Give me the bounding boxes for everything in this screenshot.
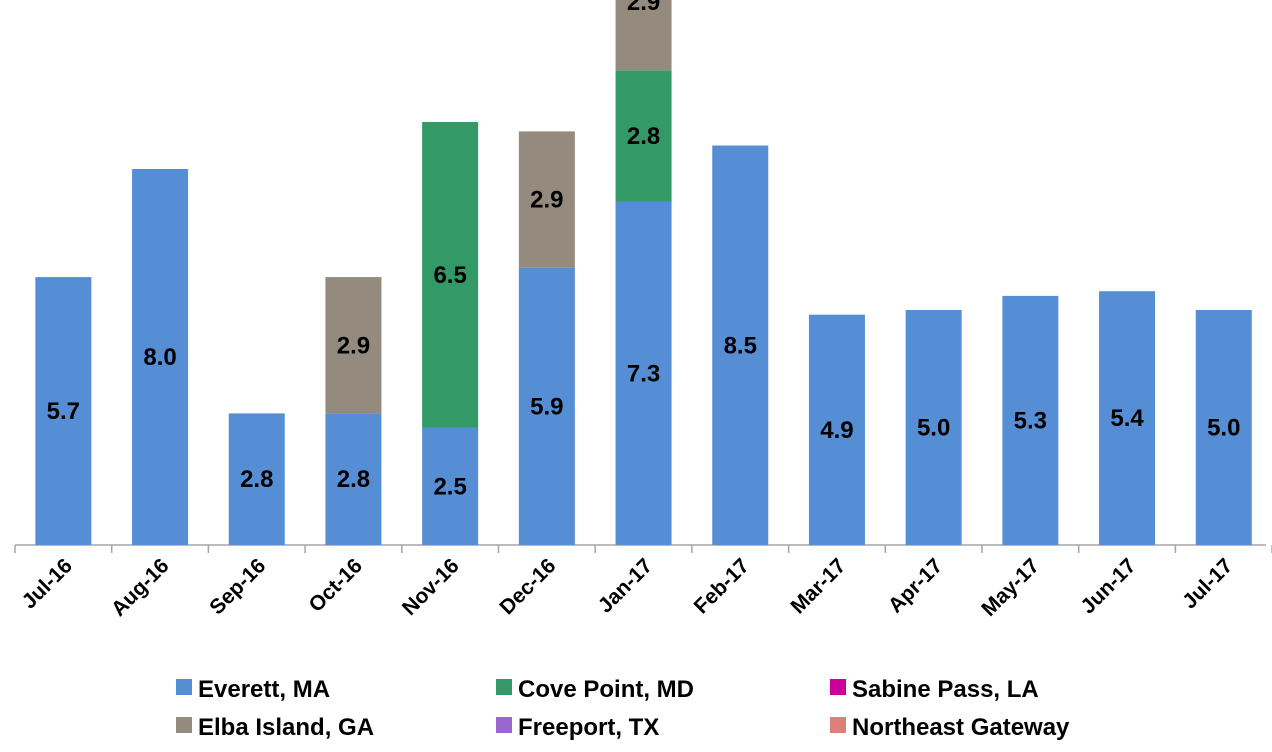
data-label-everett-ma-feb-17: 8.5 (724, 332, 757, 359)
bar-elba-island-ga-oct-16 (325, 277, 382, 414)
data-label-everett-ma-dec-16: 5.9 (530, 393, 563, 420)
legend-swatch-elba-island-ga (176, 717, 192, 733)
x-tick-label-jul-16: Jul-16 (18, 554, 77, 613)
x-tick-label-oct-16: Oct-16 (305, 554, 367, 616)
bar-everett-ma-feb-17 (712, 145, 769, 545)
legend-swatch-everett-ma (176, 679, 192, 695)
x-tick-label-apr-17: Apr-17 (884, 554, 947, 617)
data-label-everett-ma-nov-16: 2.5 (433, 473, 466, 500)
bar-everett-ma-apr-17 (905, 310, 962, 545)
data-label-everett-ma-may-17: 5.3 (1014, 407, 1047, 434)
bar-elba-island-ga-dec-16 (518, 131, 575, 268)
x-tick-label-sep-16: Sep-16 (205, 554, 270, 619)
x-tick-labels-group: Jul-16 Aug-16 Sep-16 Oct-16 Nov-16 Dec-16 Jan-… (18, 554, 1238, 621)
bar-everett-ma-nov-16 (422, 427, 479, 545)
bar-everett-ma-dec-16 (518, 267, 575, 545)
legend-label-elba-island-ga: Elba Island, GA (198, 714, 374, 741)
data-label-everett-ma-aug-16: 8.0 (143, 344, 176, 371)
legend-item-northeast-gateway: Northeast Gateway (830, 714, 1070, 741)
legend-label-everett-ma: Everett, MA (198, 676, 330, 703)
legend-swatch-sabine-pass-la (830, 679, 846, 695)
x-tick-label-nov-16: Nov-16 (398, 554, 464, 620)
legend: Everett, MA Cove Point, MD Sabine Pass, LA… (176, 676, 1070, 741)
x-tick-label-dec-16: Dec-16 (495, 554, 560, 619)
legend-label-sabine-pass-la: Sabine Pass, LA (852, 676, 1039, 703)
legend-item-cove-point-md: Cove Point, MD (496, 676, 694, 703)
data-label-everett-ma-jul-16: 5.7 (47, 398, 80, 425)
data-label-cove-point-md-jan-17: 2.8 (627, 123, 660, 150)
bar-everett-ma-jul-16 (35, 277, 92, 545)
data-label-elba-island-ga-oct-16: 2.9 (337, 332, 370, 359)
data-label-everett-ma-apr-17: 5.0 (917, 415, 950, 442)
bars-group (35, 0, 1252, 545)
bar-everett-ma-aug-16 (132, 169, 189, 545)
legend-swatch-northeast-gateway (830, 717, 846, 733)
bar-cove-point-md-jan-17 (615, 70, 672, 202)
legend-swatch-cove-point-md (496, 679, 512, 695)
bar-elba-island-ga-jan-17 (615, 0, 672, 71)
legend-label-cove-point-md: Cove Point, MD (518, 676, 694, 703)
data-labels-group: 5.7 8.0 2.8 2.8 2.9 2.5 6.5 5.9 2.9 7.3 2.8 2.9 8.5 4… (47, 0, 1241, 500)
legend-item-freeport-tx: Freeport, TX (496, 714, 659, 741)
data-label-everett-ma-sep-16: 2.8 (240, 466, 273, 493)
x-tick-label-may-17: May-17 (977, 554, 1044, 621)
bar-everett-ma-jul-17 (1195, 310, 1252, 545)
x-tick-label-aug-16: Aug-16 (107, 554, 174, 621)
data-label-cove-point-md-nov-16: 6.5 (433, 262, 466, 289)
bar-everett-ma-jan-17 (615, 201, 672, 545)
x-axis-ticks (14, 545, 1272, 553)
legend-label-freeport-tx: Freeport, TX (518, 714, 659, 741)
x-tick-label-jun-17: Jun-17 (1076, 554, 1140, 618)
data-label-elba-island-ga-jan-17: 2.9 (627, 0, 660, 16)
data-label-everett-ma-jul-17: 5.0 (1207, 415, 1240, 442)
bar-everett-ma-mar-17 (808, 314, 865, 545)
data-label-everett-ma-oct-16: 2.8 (337, 466, 370, 493)
legend-swatch-freeport-tx (496, 717, 512, 733)
x-tick-label-feb-17: Feb-17 (690, 554, 754, 618)
data-label-elba-island-ga-dec-16: 2.9 (530, 187, 563, 214)
bar-everett-ma-jun-17 (1099, 291, 1156, 545)
data-label-everett-ma-jan-17: 7.3 (627, 360, 660, 387)
legend-item-elba-island-ga: Elba Island, GA (176, 714, 374, 741)
x-tick-label-mar-17: Mar-17 (786, 554, 850, 618)
legend-item-sabine-pass-la: Sabine Pass, LA (830, 676, 1039, 703)
legend-label-northeast-gateway: Northeast Gateway (852, 714, 1070, 741)
bar-everett-ma-sep-16 (228, 413, 285, 545)
bar-everett-ma-may-17 (1002, 295, 1059, 545)
bar-everett-ma-oct-16 (325, 413, 382, 545)
legend-item-everett-ma: Everett, MA (176, 676, 330, 703)
x-tick-label-jul-17: Jul-17 (1178, 554, 1237, 613)
x-tick-label-jan-17: Jan-17 (594, 554, 657, 617)
data-label-everett-ma-mar-17: 4.9 (820, 417, 853, 444)
data-label-everett-ma-jun-17: 5.4 (1110, 405, 1144, 432)
bar-cove-point-md-nov-16 (422, 122, 479, 428)
